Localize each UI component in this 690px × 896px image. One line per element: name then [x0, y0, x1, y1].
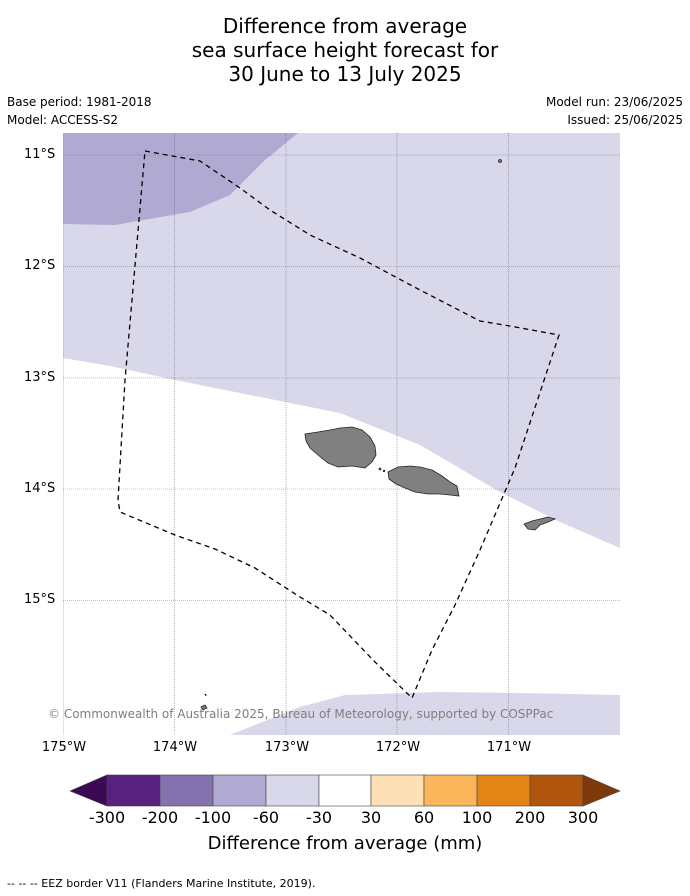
colorbar-label: Difference from average (mm) [207, 833, 483, 854]
colorbar-tick: -300 [88, 808, 126, 827]
model-name: Model: ACCESS-S2 [7, 113, 119, 127]
colorbar-bin-8 [476, 774, 531, 807]
colorbar-tick: -30 [305, 808, 333, 827]
eez-border [117, 150, 560, 700]
colorbar-tick: -100 [194, 808, 232, 827]
lon-label-174w: 174°W [152, 740, 198, 755]
lon-label-172w: 172°W [375, 740, 421, 755]
upolu-island [387, 465, 460, 497]
anomaly-band-darker [63, 133, 298, 225]
colorbar-below-min [69, 774, 108, 807]
islet-apolima [382, 469, 386, 473]
title-line-2: sea surface height forecast for [191, 38, 499, 62]
colorbar-bin-5 [318, 774, 372, 807]
colorbar-tick: 200 [514, 808, 546, 827]
colorbar-bin-6 [370, 774, 425, 807]
lat-label-15s: 15°S [24, 592, 56, 607]
lon-label-171w: 171°W [486, 740, 532, 755]
colorbar-tick: 100 [461, 808, 493, 827]
small-island-south [200, 704, 208, 711]
chart-title: Difference from average sea surface heig… [0, 14, 690, 86]
eez-border-south-tip [204, 693, 209, 699]
land-areas [200, 159, 557, 711]
anomaly-band-upper [63, 133, 620, 548]
lat-label-11s: 11°S [24, 147, 56, 162]
anomaly-band-lower [230, 692, 620, 735]
lat-label-13s: 13°S [24, 370, 56, 385]
title-line-3: 30 June to 13 July 2025 [228, 62, 462, 86]
issued-date: Issued: 25/06/2025 [567, 113, 683, 127]
colorbar-tick: 30 [360, 808, 382, 827]
base-period: Base period: 1981-2018 [7, 95, 152, 109]
title-line-1: Difference from average [222, 14, 468, 38]
colorbar-bin-2 [159, 774, 214, 807]
colorbar-tick: -200 [141, 808, 179, 827]
colorbar-bin-7 [423, 774, 478, 807]
savaii-island [304, 426, 377, 469]
colorbar-bin-4 [265, 774, 320, 807]
colorbar-tick: 300 [567, 808, 599, 827]
colorbar-bin-1 [106, 774, 161, 807]
lon-label-173w: 173°W [264, 740, 310, 755]
colorbar-tick: 60 [413, 808, 435, 827]
colorbar-above-max [582, 774, 621, 807]
lat-label-12s: 12°S [24, 258, 56, 273]
copyright-notice: © Commonwealth of Australia 2025, Bureau… [48, 707, 554, 721]
small-island-north [498, 159, 502, 163]
eez-legend-note: -- -- -- EEZ border V11 (Flanders Marine… [7, 877, 316, 890]
lon-label-175w: 175°W [41, 740, 87, 755]
model-run-date: Model run: 23/06/2025 [545, 95, 683, 109]
map-area [63, 133, 620, 735]
islet-manono [378, 467, 382, 471]
grid-lines [63, 133, 620, 735]
lat-label-14s: 14°S [24, 481, 56, 496]
colorbar [69, 774, 621, 807]
tutuila-island [523, 516, 557, 531]
colorbar-bin-9 [529, 774, 584, 807]
colorbar-tick: -60 [252, 808, 280, 827]
colorbar-bin-3 [212, 774, 267, 807]
